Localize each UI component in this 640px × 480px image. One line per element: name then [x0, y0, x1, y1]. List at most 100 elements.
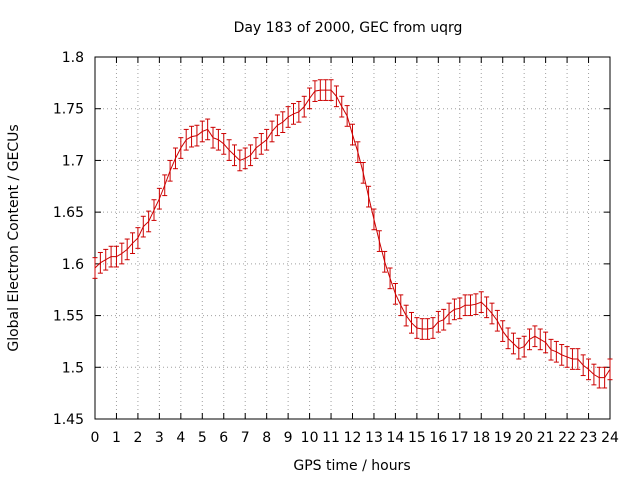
x-tick-label: 20	[515, 430, 533, 446]
grid	[95, 57, 610, 419]
data-point	[494, 309, 500, 332]
chart-title: Day 183 of 2000, GEC from uqrg	[234, 20, 463, 36]
data-point	[269, 120, 275, 143]
x-tick-label: 15	[408, 430, 426, 446]
data-point	[285, 106, 291, 128]
data-point	[103, 248, 109, 271]
data-point	[366, 185, 372, 208]
data-point	[553, 340, 559, 363]
data-point	[586, 358, 592, 381]
x-tick-label: 3	[155, 430, 164, 446]
data-point	[97, 251, 103, 274]
x-tick-label: 7	[241, 430, 250, 446]
data-point	[371, 208, 377, 231]
x-tick-label: 4	[176, 430, 185, 446]
data-point	[231, 144, 237, 167]
data-point	[409, 311, 415, 334]
data-point	[237, 149, 243, 172]
data-point	[312, 80, 318, 102]
y-tick-label: 1.8	[62, 50, 84, 66]
data-point	[108, 245, 114, 268]
data-point	[392, 283, 398, 305]
data-point	[113, 245, 119, 268]
data-point	[532, 325, 538, 348]
data-point	[510, 332, 516, 355]
x-tick-label: 6	[219, 430, 228, 446]
x-tick-label: 21	[537, 430, 555, 446]
data-point	[258, 133, 264, 155]
data-point	[500, 320, 506, 342]
y-tick-label: 1.65	[53, 205, 84, 221]
data-point	[189, 125, 195, 148]
data-point	[264, 128, 270, 151]
data-point	[478, 291, 484, 313]
data-point	[382, 250, 388, 273]
data-point	[242, 147, 248, 170]
data-point	[376, 230, 382, 252]
data-point	[317, 79, 323, 101]
data-point	[398, 294, 404, 317]
data-point	[274, 114, 280, 137]
data-point	[92, 257, 98, 279]
data-point	[124, 238, 130, 261]
x-tick-label: 11	[322, 430, 340, 446]
data-point	[527, 328, 533, 351]
data-point	[521, 335, 527, 358]
data-point	[156, 187, 162, 210]
x-tick-label: 5	[198, 430, 207, 446]
x-axis-label: GPS time / hours	[293, 458, 410, 474]
data-point	[339, 95, 345, 118]
data-point	[564, 346, 570, 368]
data-point	[360, 161, 366, 184]
data-point	[307, 87, 313, 110]
data-point	[135, 227, 141, 249]
data-point	[403, 304, 409, 327]
x-tick-label: 1	[112, 430, 121, 446]
data-point	[280, 111, 286, 134]
data-point	[210, 126, 216, 149]
data-point	[505, 327, 511, 350]
data-point	[205, 118, 211, 141]
data-point	[419, 318, 425, 340]
data-point	[253, 137, 259, 159]
data-point	[468, 294, 474, 317]
data-point	[559, 344, 565, 366]
data-point	[489, 302, 495, 325]
x-tick-label: 19	[494, 430, 512, 446]
x-tick-label: 16	[429, 430, 447, 446]
y-tick-label: 1.55	[53, 309, 84, 325]
x-tick-label: 9	[284, 430, 293, 446]
y-axis-ticks: 1.45 1.5 1.55 1.6 1.65 1.7 1.75 1.8	[53, 50, 610, 428]
y-tick-label: 1.5	[62, 360, 84, 376]
data-point	[119, 242, 125, 265]
data-point	[430, 317, 436, 339]
data-point	[199, 120, 205, 143]
data-point	[221, 133, 227, 155]
data-point	[323, 79, 329, 101]
data-point	[333, 85, 339, 108]
data-point	[151, 199, 157, 221]
x-tick-label: 10	[301, 430, 319, 446]
x-tick-label: 14	[387, 430, 405, 446]
y-tick-label: 1.6	[62, 257, 84, 273]
data-point	[607, 358, 613, 381]
data-point	[130, 232, 136, 255]
data-point	[580, 354, 586, 377]
data-point	[140, 215, 146, 238]
data-point	[290, 103, 296, 125]
data-point	[543, 331, 549, 354]
data-point	[146, 210, 152, 233]
data-point	[414, 317, 420, 339]
data-point	[172, 147, 178, 170]
x-tick-label: 24	[601, 430, 619, 446]
data-point	[248, 144, 254, 167]
x-tick-label: 13	[365, 430, 383, 446]
x-tick-label: 17	[451, 430, 469, 446]
data-point	[569, 348, 575, 370]
x-tick-label: 23	[580, 430, 598, 446]
x-tick-label: 0	[91, 430, 100, 446]
data-point	[575, 348, 581, 370]
data-point	[548, 338, 554, 361]
data-point	[194, 124, 200, 147]
